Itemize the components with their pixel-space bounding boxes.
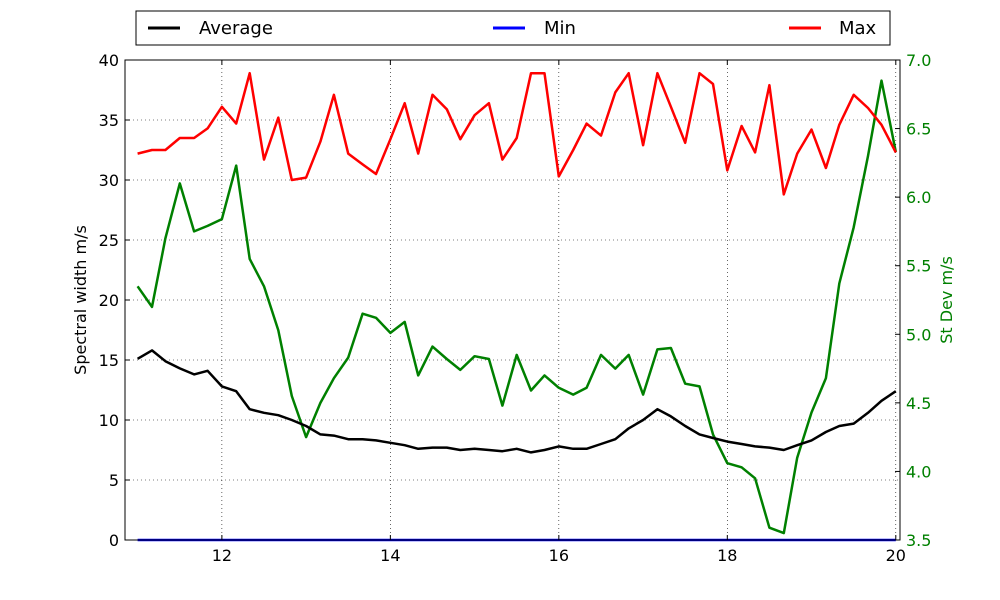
plot-background xyxy=(125,60,900,540)
right-y-tick-label: 5.5 xyxy=(906,257,931,276)
left-y-tick-label: 40 xyxy=(99,51,119,70)
series-line-average xyxy=(136,349,897,454)
right-y-tick-label: 4.0 xyxy=(906,462,931,481)
x-tick-label: 12 xyxy=(212,546,232,565)
left-y-tick-label: 0 xyxy=(109,531,119,550)
right-y-tick-label: 6.0 xyxy=(906,188,931,207)
left-y-tick-label: 15 xyxy=(99,351,119,370)
left-y-tick-label: 10 xyxy=(99,411,119,430)
left-y-tick-label: 35 xyxy=(99,111,119,130)
right-y-tick-label: 6.5 xyxy=(906,120,931,139)
series-line-st-dev xyxy=(136,79,898,535)
left-y-axis-label: Spectral width m/s xyxy=(71,225,90,375)
right-y-axis-label: St Dev m/s xyxy=(937,256,956,344)
left-y-tick-label: 25 xyxy=(99,231,119,250)
right-y-tick-label: 3.5 xyxy=(906,531,931,550)
legend-label-max: Max xyxy=(839,18,877,39)
left-y-tick-label: 20 xyxy=(99,291,119,310)
right-y-tick-label: 5.0 xyxy=(906,325,931,344)
right-y-tick-label: 4.5 xyxy=(906,394,931,413)
left-y-axis: 0 5 10 15 20 25 30 35 40 xyxy=(99,51,130,550)
legend-label-min: Min xyxy=(544,18,576,39)
x-tick-label: 20 xyxy=(886,546,906,565)
legend-label-average: Average xyxy=(199,18,273,39)
x-tick-label: 18 xyxy=(717,546,737,565)
left-y-tick-label: 30 xyxy=(99,171,119,190)
x-tick-label: 16 xyxy=(549,546,569,565)
series-line-max xyxy=(137,71,897,196)
left-y-tick-label: 5 xyxy=(109,471,119,490)
x-axis: 12 14 16 18 20 xyxy=(212,60,906,565)
right-y-axis: 3.5 4.0 4.5 5.0 5.5 6.0 6.5 7.0 xyxy=(895,51,931,550)
right-y-tick-label: 7.0 xyxy=(906,51,931,70)
legend: Average Min Max xyxy=(135,10,891,46)
x-tick-label: 14 xyxy=(380,546,400,565)
